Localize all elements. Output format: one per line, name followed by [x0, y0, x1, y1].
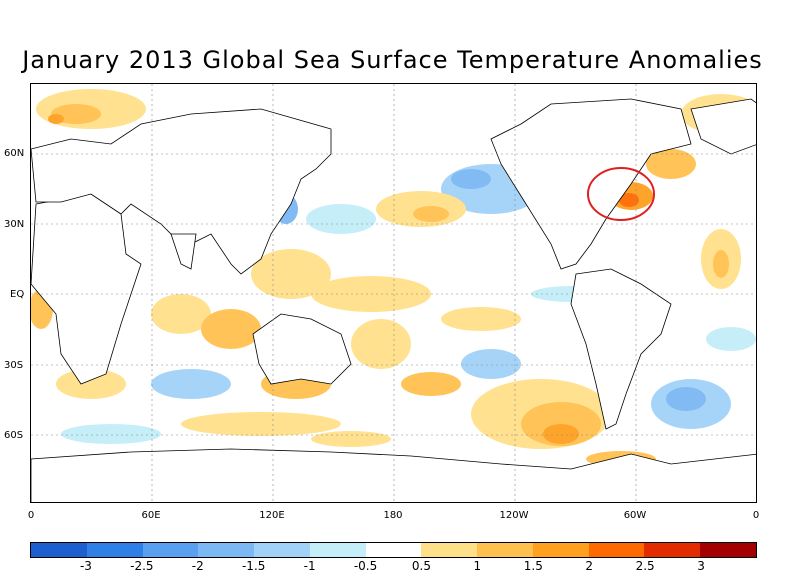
map-title: January 2013 Global Sea Surface Temperat… [22, 46, 763, 74]
color-scale-bar [30, 542, 757, 558]
sst-anomaly-map [30, 83, 757, 503]
map-canvas [31, 84, 756, 502]
color-scale-swatch [254, 543, 310, 557]
color-scale-swatch [31, 543, 87, 557]
color-scale-swatch [86, 543, 143, 557]
lon-label-180: 180 [383, 510, 403, 521]
lat-label-30n: 30N [4, 219, 25, 230]
color-scale-swatch [365, 543, 422, 557]
lon-label-0-right: 0 [752, 510, 760, 521]
lat-label-30s: 30S [4, 360, 24, 371]
color-scale-label: -3 [79, 559, 92, 573]
lon-label-120w: 120W [499, 510, 529, 521]
lon-label-0-left: 0 [27, 510, 35, 521]
color-scale-label: 2 [585, 559, 594, 573]
lon-label-60w: 60W [623, 510, 647, 521]
color-scale-label: -1 [303, 559, 316, 573]
lat-label-60n: 60N [4, 148, 25, 159]
color-scale-swatch [588, 543, 645, 557]
highlight-circle [587, 167, 655, 221]
color-scale-label: 1.5 [523, 559, 543, 573]
lon-label-120e: 120E [259, 510, 285, 521]
lat-label-60s: 60S [4, 430, 24, 441]
color-scale-label: -2 [191, 559, 204, 573]
color-scale-swatch [421, 543, 478, 557]
color-scale-swatch [700, 543, 756, 557]
color-scale-swatch [532, 543, 589, 557]
lat-label-eq: EQ [10, 289, 25, 300]
graticule [31, 84, 756, 502]
color-scale-label: -0.5 [353, 559, 378, 573]
color-scale-swatch [644, 543, 701, 557]
color-scale-label: -1.5 [241, 559, 266, 573]
color-scale-swatch [142, 543, 199, 557]
color-scale-swatch [198, 543, 255, 557]
color-scale-label: 2.5 [635, 559, 655, 573]
color-scale-swatch [309, 543, 366, 557]
color-scale-swatch [477, 543, 533, 557]
color-scale-label: 1 [473, 559, 482, 573]
color-scale-label: -2.5 [130, 559, 154, 573]
color-scale-label: 3 [697, 559, 705, 573]
lon-label-60e: 60E [141, 510, 161, 521]
color-scale-label: 0.5 [411, 559, 431, 573]
